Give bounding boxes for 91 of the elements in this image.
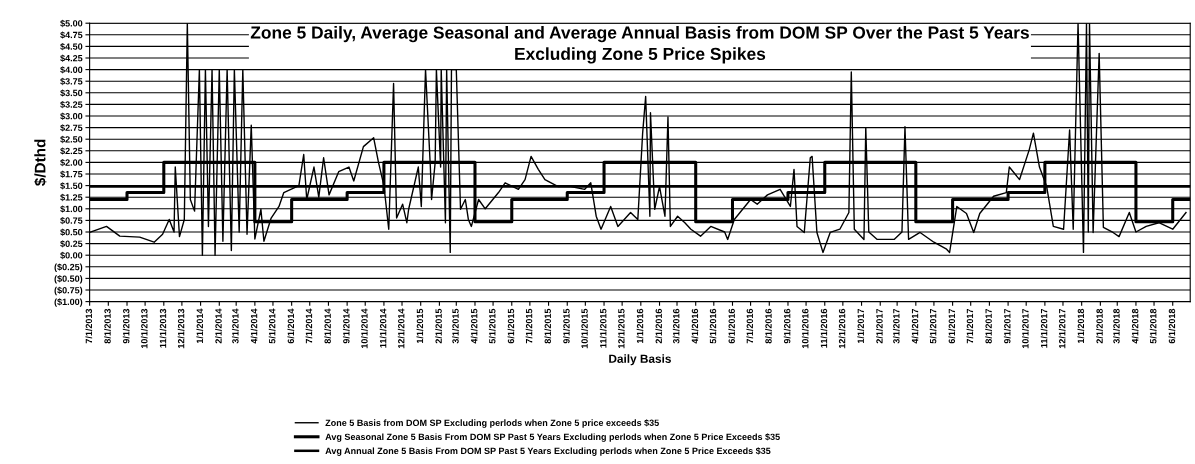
x-tick-label: 9/1/2014 (342, 308, 350, 344)
y-tick-label: $1.25 (60, 193, 83, 202)
x-tick-label: 11/1/2016 (820, 308, 828, 348)
y-tick-label: ($1.00) (54, 298, 83, 307)
legend-label: Avg Annual Zone 5 Basis From DOM SP Past 5 Years Excluding perlods when Zone 5 Price Exceeds $35 (325, 447, 771, 456)
x-tick-label: 6/1/2016 (728, 308, 736, 344)
y-tick-label: $4.00 (60, 66, 83, 74)
x-tick-label: 6/1/2015 (507, 308, 515, 344)
y-tick-label: ($0.75) (54, 286, 83, 296)
y-tick-label: $5.00 (60, 19, 83, 28)
y-tick-label: $1.00 (60, 205, 83, 213)
x-tick-label: 8/1/2017 (985, 308, 992, 344)
x-tick-label: 10/1/2013 (140, 308, 148, 349)
y-tick-label: ($0.50) (54, 275, 83, 284)
x-tick-label: 12/1/2013 (177, 308, 185, 349)
y-tick-label: $2.25 (60, 147, 83, 155)
y-tick-label: $3.50 (60, 89, 83, 97)
x-tick-label: 5/1/2014 (268, 308, 276, 344)
x-tick-label: 5/1/2016 (709, 308, 717, 344)
y-tick-label: $4.75 (60, 31, 83, 39)
x-tick-label: 4/1/2016 (691, 308, 699, 344)
x-tick-label: 6/1/2018 (1168, 308, 1176, 344)
x-tick-label: 12/1/2016 (838, 308, 846, 349)
x-tick-label: 4/1/2014 (250, 308, 258, 344)
y-tick-label: $3.25 (60, 100, 83, 109)
x-tick-label: 11/1/2017 (1040, 308, 1048, 348)
legend-label: Zone 5 Basis from DOM SP Excluding perlods when Zone 5 price exceeds $35 (325, 419, 659, 428)
x-tick-label: 10/1/2015 (581, 308, 588, 349)
x-tick-label: 9/1/2017 (1003, 308, 1011, 344)
y-tick-label: $0.00 (60, 251, 83, 260)
x-tick-label: 2/1/2017 (876, 308, 883, 344)
x-tick-label: 1/1/2015 (416, 308, 424, 344)
x-tick-label: 6/1/2014 (287, 308, 295, 344)
y-tick-label: ($0.25) (54, 263, 83, 273)
y-axis-title: $/Dthd (34, 139, 47, 186)
x-tick-label: 7/1/2013 (85, 308, 93, 344)
x-tick-label: 7/1/2014 (305, 308, 313, 344)
x-tick-label: 1/1/2014 (196, 308, 204, 344)
x-tick-label: 4/1/2018 (1131, 308, 1139, 344)
x-tick-label: 8/1/2015 (544, 308, 552, 344)
x-tick-label: 3/1/2015 (452, 308, 459, 344)
text: Zone 5 Daily, Average Seasonal and Average Annual Basis from DOM SP Over the Past 5 Years Excluding Zone 5 Price Spikes (250, 25, 1029, 64)
y-tick-label: $0.25 (60, 240, 83, 248)
x-tick-label: 10/1/2017 (1021, 308, 1029, 349)
x-tick-label: 5/1/2018 (1149, 308, 1157, 344)
y-tick-label: $1.75 (60, 170, 83, 178)
y-tick-label: $2.50 (60, 135, 83, 144)
x-tick-label: 2/1/2014 (215, 308, 222, 344)
y-tick-label: $4.25 (60, 54, 83, 62)
x-tick-label: 9/1/2013 (122, 308, 130, 344)
x-tick-label: 8/1/2014 (324, 308, 331, 344)
x-tick-label: 1/1/2017 (857, 308, 865, 344)
y-tick-label: $4.50 (60, 42, 83, 51)
x-tick-label: 1/1/2016 (636, 308, 644, 344)
x-tick-label: 4/1/2017 (911, 308, 919, 344)
x-tick-label: 2/1/2018 (1096, 308, 1103, 344)
x-tick-label: 5/1/2015 (488, 308, 496, 344)
x-tick-label: 12/1/2015 (617, 308, 625, 349)
x-tick-label: 11/1/2015 (599, 308, 607, 348)
x-tick-label: 3/1/2017 (892, 308, 900, 344)
y-tick-label: $0.75 (60, 216, 83, 225)
legend-label: Avg Seasonal Zone 5 Basis From DOM SP Past 5 Years Excluding perlods when Zone 5 Price Exceeds $35 (325, 433, 780, 442)
x-tick-label: 12/1/2014 (397, 308, 405, 349)
x-tick-label: 7/1/2017 (966, 308, 974, 344)
x-tick-label: 11/1/2014 (379, 308, 387, 348)
x-tick-label: 12/1/2017 (1058, 308, 1066, 349)
x-tick-label: 3/1/2016 (672, 308, 680, 344)
y-tick-label: $3.75 (60, 77, 83, 86)
x-tick-label: 3/1/2018 (1113, 308, 1120, 344)
x-tick-label: 7/1/2016 (746, 308, 754, 344)
y-tick-label: $2.75 (60, 124, 83, 132)
x-tick-label: 8/1/2016 (765, 308, 772, 344)
y-tick-label: $1.50 (60, 182, 83, 190)
y-tick-label: $0.50 (60, 228, 83, 236)
x-tick-label: 11/1/2013 (159, 308, 167, 348)
x-tick-label: 7/1/2015 (525, 308, 533, 344)
y-tick-label: $2.00 (60, 158, 83, 167)
x-tick-label: 10/1/2016 (801, 308, 809, 349)
x-tick-label: 4/1/2015 (470, 308, 478, 344)
x-tick-label: 3/1/2014 (231, 308, 239, 344)
x-tick-label: 10/1/2014 (361, 308, 368, 349)
x-tick-label: 6/1/2017 (948, 308, 956, 344)
x-tick-label: 9/1/2016 (783, 308, 791, 344)
x-axis-title: Daily Basis (609, 354, 671, 366)
x-tick-label: 5/1/2017 (929, 308, 937, 344)
x-tick-label: 8/1/2013 (104, 308, 111, 344)
y-tick-label: $3.00 (60, 112, 83, 120)
x-tick-label: 9/1/2015 (563, 308, 570, 344)
x-tick-label: 2/1/2016 (655, 308, 663, 344)
x-tick-label: 1/1/2018 (1077, 308, 1085, 344)
x-tick-label: 2/1/2015 (435, 308, 442, 344)
